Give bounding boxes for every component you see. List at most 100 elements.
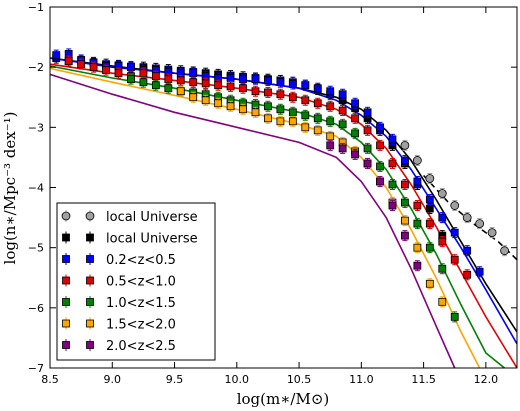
data-point — [351, 150, 360, 159]
data-point — [438, 297, 447, 306]
data-point — [189, 69, 198, 78]
data-point — [276, 117, 285, 126]
data-point — [401, 198, 409, 207]
legend: local Universe local Universe 0.2<z<0.5 0.5… — [56, 202, 216, 361]
data-point — [450, 201, 460, 210]
legend-label: 2.0<z<2.5 — [106, 339, 176, 354]
data-point — [288, 108, 297, 117]
data-point — [89, 63, 98, 72]
y-tick-label: −4 — [28, 182, 44, 195]
y-axis-label: log(n∗/Mpc⁻³ dex⁻¹) — [1, 112, 19, 265]
data-point — [450, 312, 459, 321]
data-point — [363, 144, 372, 153]
data-point — [401, 156, 409, 165]
data-point — [77, 60, 86, 69]
data-point — [189, 93, 198, 102]
data-point — [413, 201, 422, 210]
legend-entry: local Universe — [61, 210, 198, 225]
data-point — [313, 99, 322, 108]
data-point — [264, 102, 272, 111]
data-point — [326, 87, 335, 96]
data-point — [376, 162, 384, 171]
data-point — [326, 102, 335, 111]
y-tick-label: −6 — [28, 302, 44, 315]
fit-line-3 — [49, 63, 518, 369]
fit-line-2 — [49, 57, 518, 345]
x-tick-label: 10.0 — [225, 373, 250, 386]
data-point — [401, 180, 409, 189]
x-tick-label: 9.0 — [104, 373, 122, 386]
legend-entry: local Universe — [62, 231, 198, 247]
legend-marker — [86, 341, 94, 349]
data-point — [114, 69, 123, 78]
data-point — [475, 219, 485, 229]
legend-label: 0.2<z<0.5 — [106, 253, 176, 268]
x-axis-label: log(m∗/M⊙) — [237, 390, 330, 408]
legend-marker — [62, 276, 70, 285]
data-point — [164, 75, 173, 84]
data-point — [301, 123, 310, 132]
data-point — [425, 195, 434, 204]
legend-label: 1.0<z<1.5 — [106, 296, 176, 311]
data-point — [226, 102, 235, 111]
data-point — [376, 141, 384, 150]
data-point — [264, 114, 272, 123]
data-point — [463, 270, 472, 279]
legend-label: 0.5<z<1.0 — [106, 275, 176, 290]
data-point — [438, 213, 447, 222]
legend-marker — [62, 233, 70, 242]
y-tick-label: −5 — [28, 242, 44, 255]
legend-marker — [86, 298, 94, 306]
data-point — [276, 105, 285, 114]
data-point — [326, 141, 335, 150]
data-point — [313, 126, 322, 135]
data-point — [412, 156, 422, 165]
data-point — [388, 201, 397, 210]
data-point — [351, 129, 360, 138]
data-point — [251, 108, 260, 117]
data-point — [326, 117, 335, 126]
data-point — [201, 96, 210, 105]
data-point — [425, 279, 434, 288]
legend-entry: 1.0<z<1.5 — [62, 296, 176, 311]
data-point — [239, 105, 247, 114]
data-point — [251, 75, 260, 84]
legend-marker — [86, 255, 94, 263]
data-point — [437, 189, 447, 198]
x-tick-label: 8.5 — [41, 373, 59, 386]
data-point — [288, 117, 297, 126]
data-point — [239, 84, 247, 93]
data-point — [351, 99, 360, 108]
data-point — [226, 74, 235, 82]
data-point — [127, 75, 135, 84]
legend-marker — [85, 211, 95, 221]
data-point — [313, 114, 322, 123]
x-tick-label: 11.5 — [411, 373, 436, 386]
data-point — [500, 246, 509, 256]
fit-line-5 — [49, 67, 481, 369]
data-points — [52, 48, 509, 323]
data-point — [413, 177, 422, 186]
data-point — [326, 132, 335, 141]
x-tick-label: 9.5 — [166, 373, 184, 386]
data-point — [64, 57, 73, 66]
legend-marker — [86, 319, 94, 328]
data-point — [487, 228, 497, 238]
legend-label: local Universe — [106, 210, 198, 225]
data-point — [462, 213, 472, 222]
data-point — [313, 84, 322, 93]
data-point — [139, 78, 148, 87]
data-point — [376, 177, 384, 186]
data-point — [363, 108, 372, 117]
data-point — [102, 66, 110, 75]
legend-marker — [62, 341, 70, 349]
data-point — [127, 63, 135, 72]
data-point — [401, 231, 409, 240]
data-point — [338, 120, 347, 129]
axis-ticks: 8.5 9.0 9.5 10.0 10.5 11.0 11.5 12.0 −7 −6 −5 −4 −3 −… — [28, 1, 517, 386]
data-point — [151, 81, 160, 90]
data-point — [413, 261, 422, 270]
data-point — [388, 159, 397, 168]
data-point — [264, 76, 272, 85]
data-point — [400, 140, 410, 150]
